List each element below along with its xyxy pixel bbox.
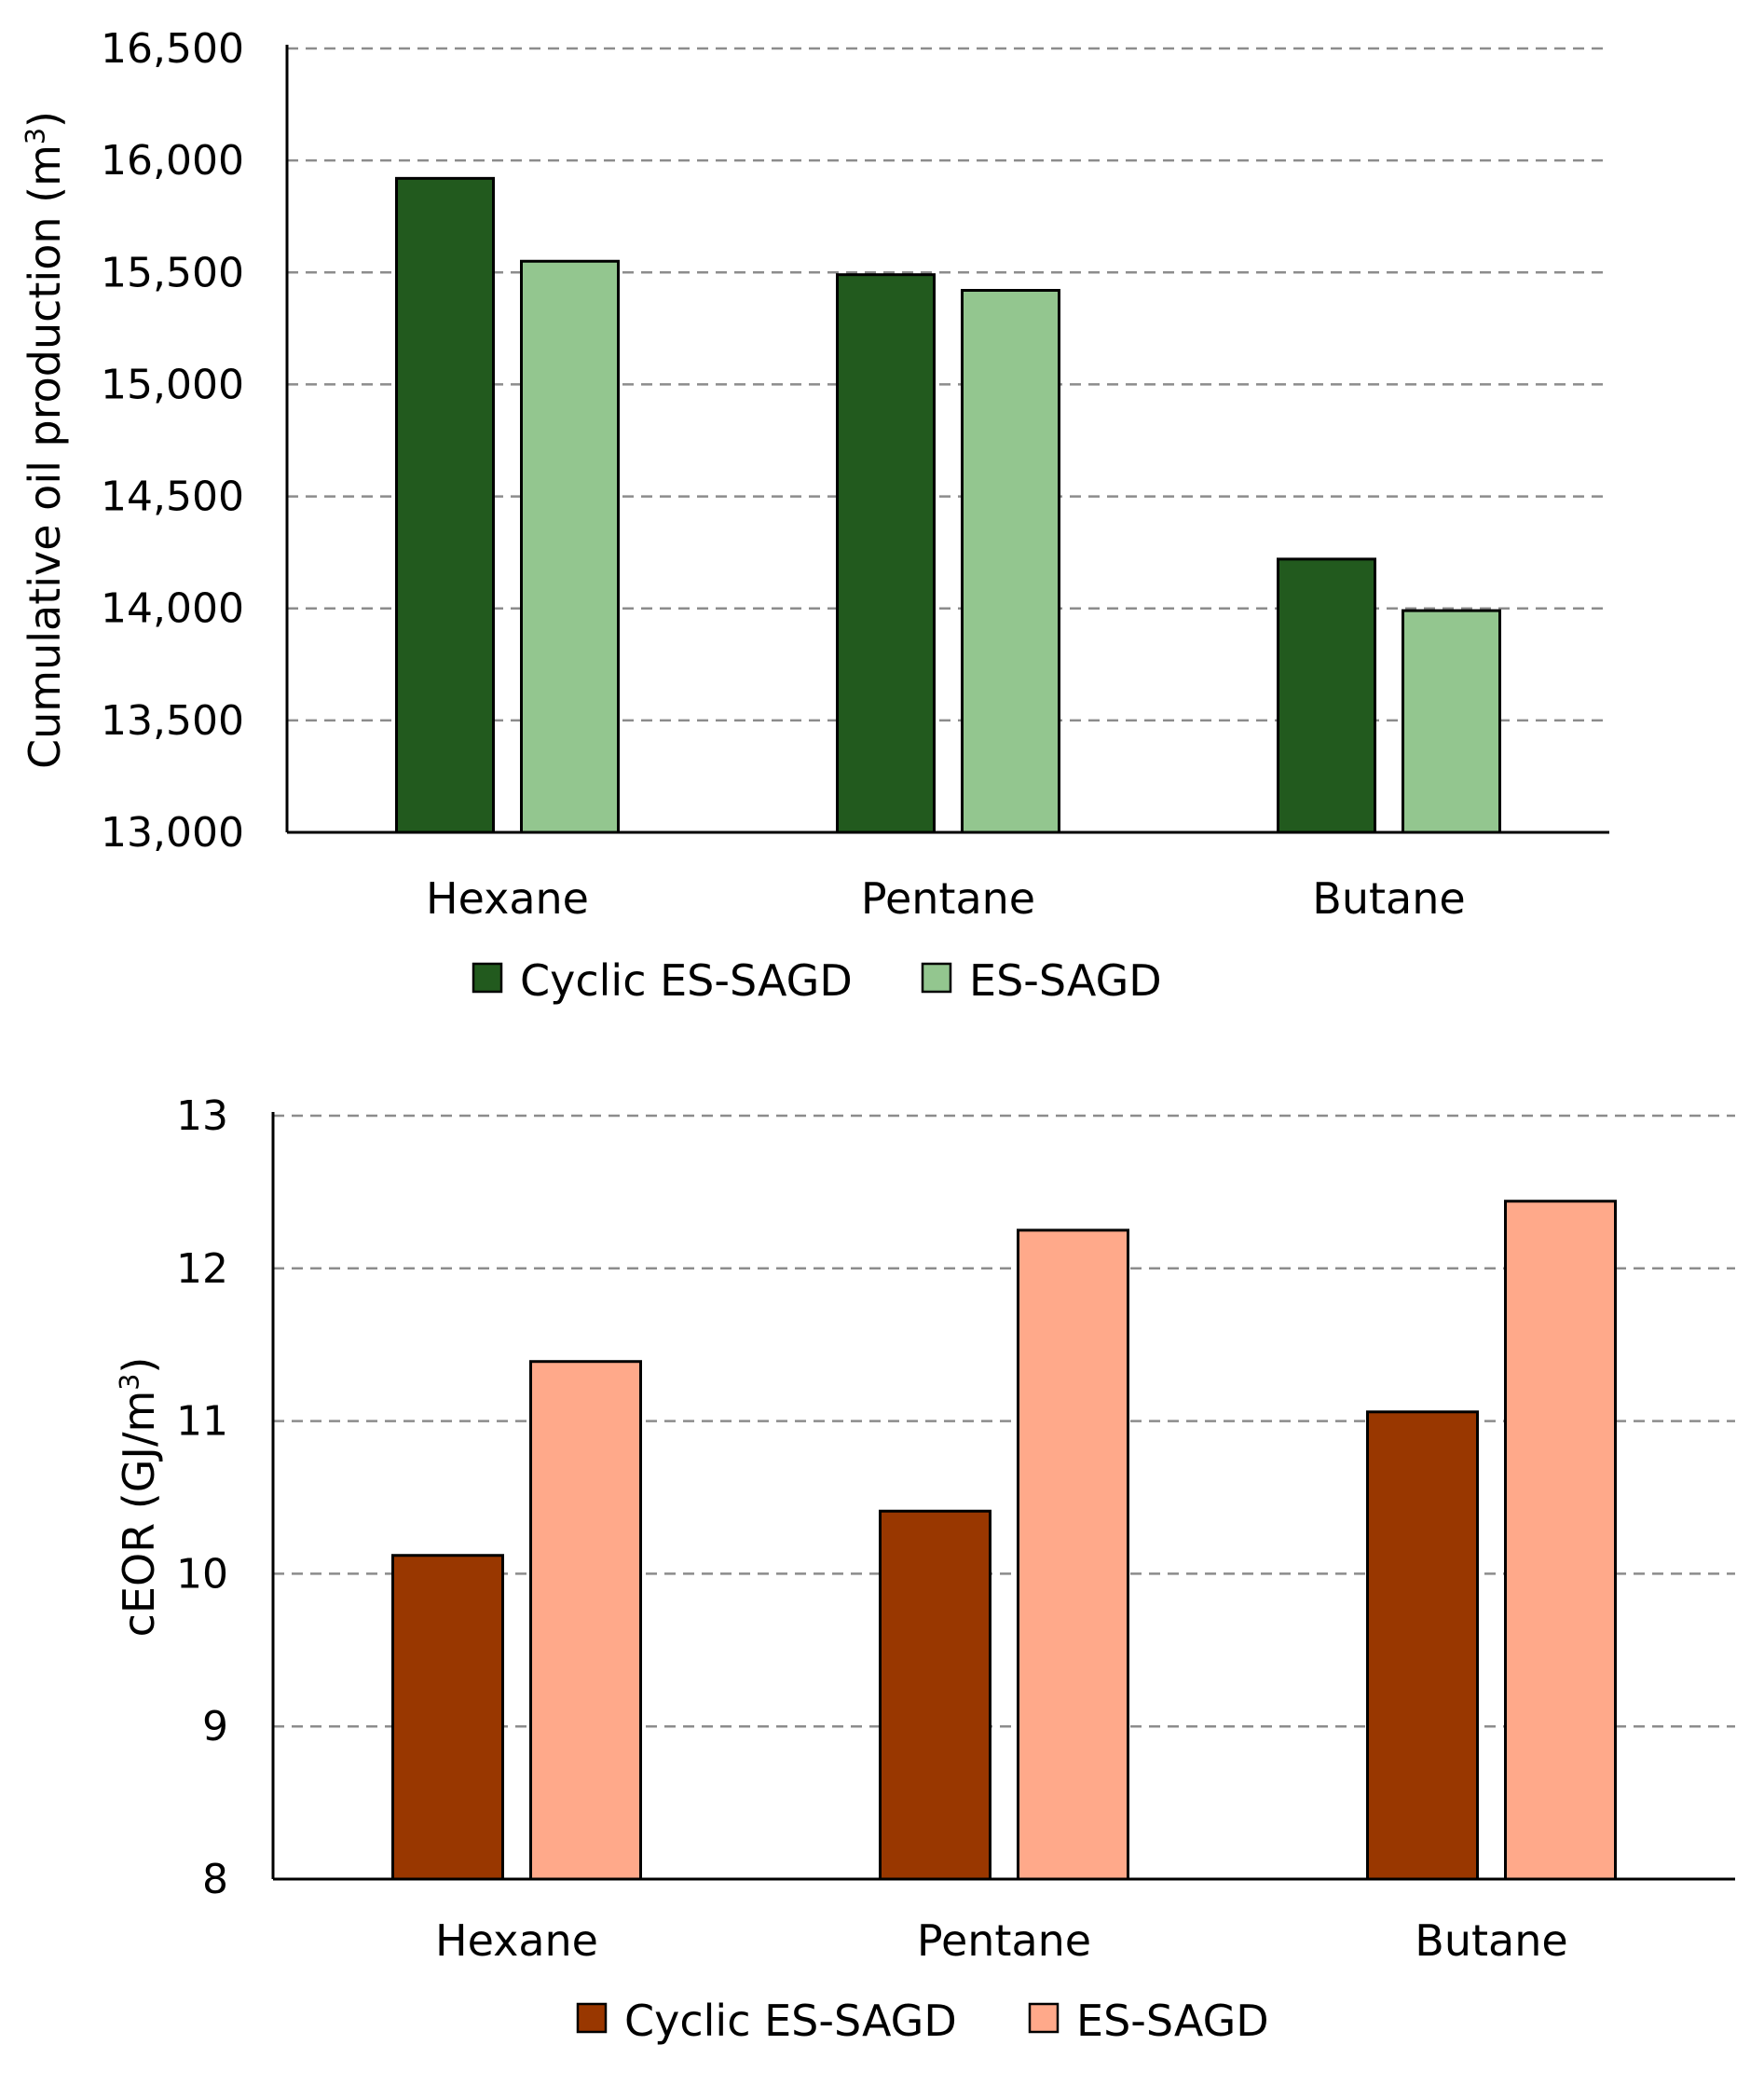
x-category-label: Hexane xyxy=(426,873,589,924)
y-tick-label: 8 xyxy=(202,1856,228,1903)
legend-swatch-cyclic-es-sagd xyxy=(576,2002,608,2034)
y-axis-title-superscript: 3 xyxy=(21,128,51,144)
y-tick-label: 13,000 xyxy=(101,809,244,857)
y-axis-title-tail: ) xyxy=(20,111,70,128)
bar-pentane-es-sagd xyxy=(961,289,1060,834)
legend-label-es-sagd: ES-SAGD xyxy=(969,955,1162,1006)
x-category-label: Pentane xyxy=(861,873,1035,924)
legend-swatch-es-sagd xyxy=(921,962,952,994)
y-tick-label: 16,000 xyxy=(101,137,244,185)
y-tick-label: 12 xyxy=(176,1245,228,1293)
x-category-label: Butane xyxy=(1312,873,1465,924)
bar-hexane-cyclic-es-sagd xyxy=(391,1554,504,1881)
y-tick-label: 15,000 xyxy=(101,361,244,408)
oil-production-chart: 13,000 13,500 14,000 14,500 15,000 15,500 16,0… xyxy=(20,25,1609,1006)
bar-hexane-es-sagd xyxy=(529,1360,642,1881)
bar-hexane-es-sagd xyxy=(520,259,620,834)
bar-butane-cyclic-es-sagd xyxy=(1277,557,1376,834)
legend-label-cyclic-es-sagd: Cyclic ES-SAGD xyxy=(520,955,853,1006)
bar-butane-es-sagd xyxy=(1504,1200,1617,1881)
y-tick-label: 14,500 xyxy=(101,473,244,521)
y-tick-label: 9 xyxy=(202,1703,228,1750)
ceor-chart: 8 9 10 11 12 13 Hexane Pentane Butane cEOR (GJ/m3… xyxy=(114,1092,1735,2046)
legend-swatch-cyclic-es-sagd xyxy=(472,962,503,994)
x-category-label: Hexane xyxy=(435,1915,598,1966)
x-category-label: Pentane xyxy=(917,1915,1091,1966)
bar-hexane-cyclic-es-sagd xyxy=(395,176,495,834)
bar-pentane-cyclic-es-sagd xyxy=(836,273,936,834)
y-tick-label: 16,500 xyxy=(101,25,244,73)
y-tick-label: 10 xyxy=(176,1550,228,1598)
y-axis-title-superscript: 3 xyxy=(115,1374,145,1391)
legend-label-es-sagd: ES-SAGD xyxy=(1076,1996,1269,2046)
x-category-label: Butane xyxy=(1415,1915,1567,1966)
y-tick-label: 13 xyxy=(176,1092,228,1140)
y-axis-title-main: Cumulative oil production (m xyxy=(20,144,70,769)
y-tick-label: 14,000 xyxy=(101,585,244,633)
legend-label-cyclic-es-sagd: Cyclic ES-SAGD xyxy=(624,1996,957,2046)
y-axis-title: Cumulative oil production (m3) xyxy=(20,111,70,769)
bar-butane-es-sagd xyxy=(1402,609,1501,834)
legend-swatch-es-sagd xyxy=(1028,2002,1060,2034)
y-tick-label: 15,500 xyxy=(101,249,244,296)
bar-pentane-cyclic-es-sagd xyxy=(879,1509,991,1881)
y-tick-label: 11 xyxy=(176,1398,228,1446)
y-tick-label: 13,500 xyxy=(101,697,244,745)
bar-pentane-es-sagd xyxy=(1017,1228,1129,1881)
y-axis-title: cEOR (GJ/m3) xyxy=(114,1357,164,1638)
y-axis-title-tail: ) xyxy=(114,1357,164,1374)
bar-butane-cyclic-es-sagd xyxy=(1366,1410,1479,1881)
y-axis-title-main: cEOR (GJ/m xyxy=(114,1391,164,1638)
